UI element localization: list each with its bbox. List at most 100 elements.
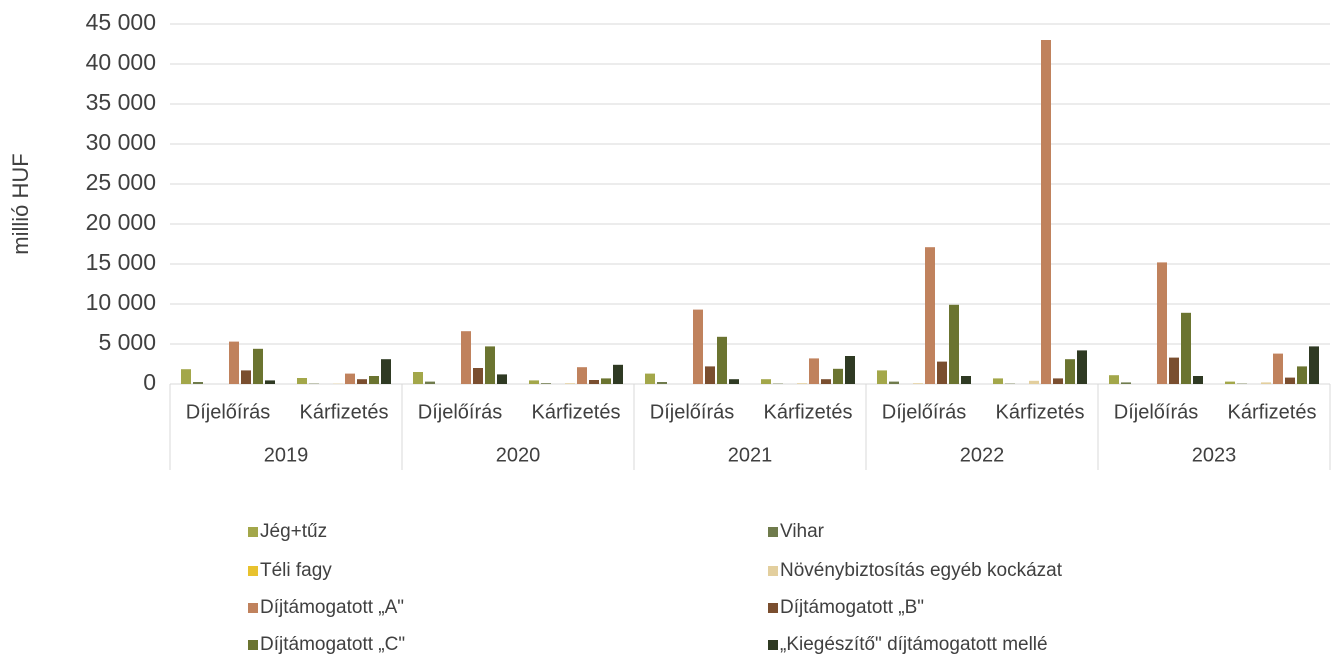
bar [1261,382,1271,384]
y-tick-label: 45 000 [86,9,156,35]
bar [761,379,771,384]
bar [705,366,715,384]
x-tick-label: Kárfizetés [764,401,853,423]
bar [809,358,819,384]
group-label: 2021 [728,444,773,466]
legend-swatch [768,640,778,650]
bar [961,376,971,384]
bar [565,383,575,384]
x-tick-label: Kárfizetés [300,401,389,423]
x-tick-label: Kárfizetés [996,401,1085,423]
bar [229,342,239,384]
bar [877,370,887,384]
y-tick-label: 10 000 [86,289,156,315]
bar [1065,359,1075,384]
bar [949,305,959,384]
bar [1121,382,1131,384]
bar [577,367,587,384]
y-tick-label: 5 000 [98,329,156,355]
bar [1169,358,1179,384]
bar [889,382,899,384]
bar [1181,313,1191,384]
bar [1285,378,1295,384]
bar [937,362,947,384]
bar [797,383,807,384]
bar [485,346,495,384]
legend-swatch [768,603,778,613]
bar [1053,378,1063,384]
legend-swatch [768,527,778,537]
legend-label: Téli fagy [260,560,332,581]
bar [717,337,727,384]
x-tick-label: Díjelőírás [1114,401,1198,423]
legend-label: Növénybiztosítás egyéb kockázat [780,560,1063,581]
bar [833,369,843,384]
bar [345,374,355,384]
bar [461,331,471,384]
bar [657,382,667,384]
bar [253,349,263,384]
x-tick-label: Kárfizetés [1228,401,1317,423]
legend-label: Vihar [780,521,825,542]
group-label: 2023 [1192,444,1237,466]
bar [241,370,251,384]
bar [1109,375,1119,384]
bar [845,356,855,384]
legend-swatch [768,566,778,576]
bar [529,380,539,384]
y-tick-label: 30 000 [86,129,156,155]
x-tick-label: Kárfizetés [532,401,621,423]
bar [1273,354,1283,384]
bar [613,365,623,384]
x-tick-label: Díjelőírás [186,401,270,423]
bar [425,382,435,384]
bar [473,368,483,384]
y-tick-label: 20 000 [86,209,156,235]
x-tick-label: Díjelőírás [418,401,502,423]
x-tick-label: Díjelőírás [882,401,966,423]
legend-label: Díjtámogatott „A" [260,597,404,618]
bar [821,379,831,384]
bar [357,379,367,384]
y-tick-label: 40 000 [86,49,156,75]
bar [193,382,203,384]
bar [1309,346,1319,384]
group-label: 2022 [960,444,1005,466]
bar [1225,382,1235,384]
bar [265,380,275,384]
bar [297,378,307,384]
legend-swatch [248,640,258,650]
bar [1193,376,1203,384]
legend-label: Jég+tűz [260,521,327,542]
group-label: 2020 [496,444,541,466]
x-tick-label: Díjelőírás [650,401,734,423]
legend-swatch [248,527,258,537]
legend-label: Díjtámogatott „B" [780,597,924,618]
legend-label: „Kiegészítő" díjtámogatott mellé [780,634,1048,655]
y-axis-label: millió HUF [8,153,33,254]
bar [381,359,391,384]
group-label: 2019 [264,444,309,466]
legend-swatch [248,566,258,576]
y-tick-label: 25 000 [86,169,156,195]
bar [497,374,507,384]
bar [1029,381,1039,384]
y-tick-label: 35 000 [86,89,156,115]
bar [729,379,739,384]
bar [645,374,655,384]
legend-label: Díjtámogatott „C" [260,634,405,655]
bar [589,380,599,384]
bar [1077,350,1087,384]
y-tick-label: 0 [143,369,156,395]
y-tick-label: 15 000 [86,249,156,275]
bar [601,378,611,384]
bar [993,378,1003,384]
bar [413,372,423,384]
bar [913,383,923,384]
bar [541,383,551,384]
bar [925,247,935,384]
bar [1041,40,1051,384]
bar [369,376,379,384]
bar [181,369,191,384]
